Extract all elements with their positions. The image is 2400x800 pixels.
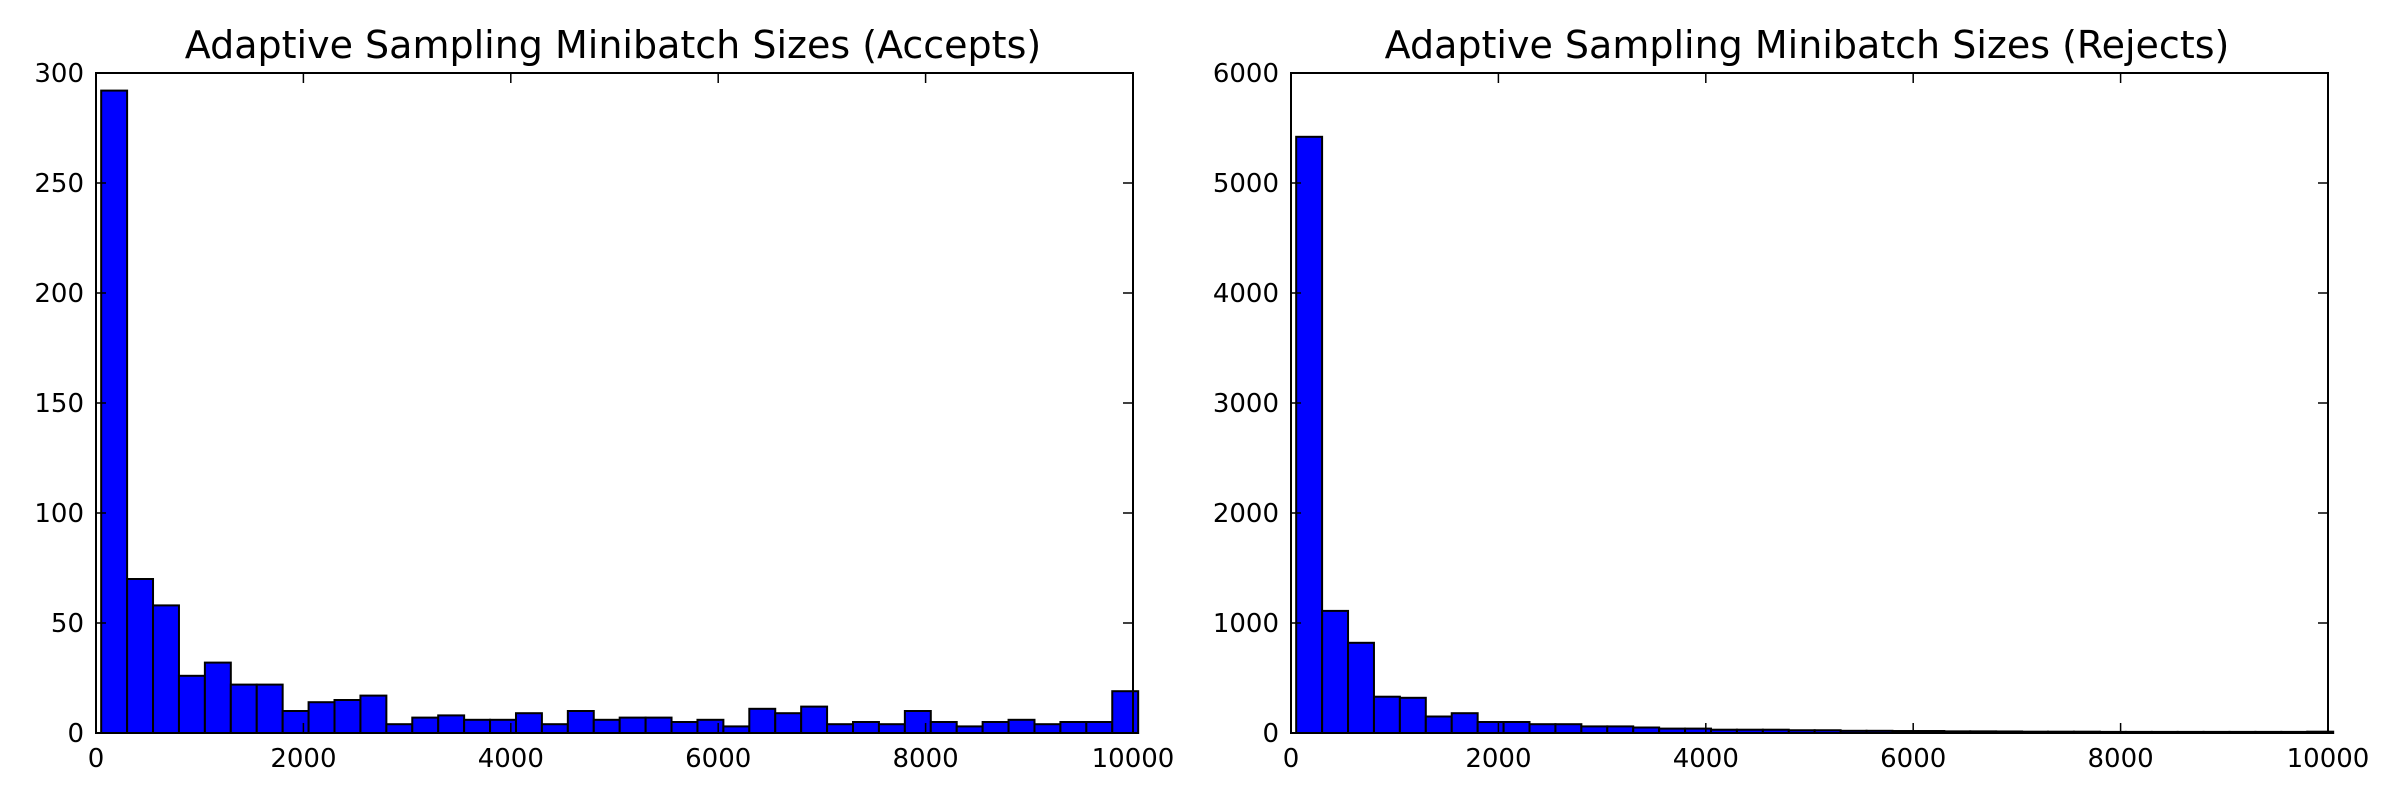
histogram-bar xyxy=(152,604,180,735)
x-tick-label: 8000 xyxy=(2088,744,2154,774)
histogram-bar xyxy=(333,699,362,734)
plot-frame xyxy=(1290,72,2329,734)
ticks-group: 0 2000 4000 6000 8000 10000 0 1000 2000 3000 4000 5… xyxy=(1213,59,2370,774)
y-tick-label: 250 xyxy=(34,169,84,199)
histogram-bar xyxy=(1502,721,1531,734)
histogram-bar xyxy=(748,707,777,734)
x-tick-label: 6000 xyxy=(685,744,751,774)
plot-frame xyxy=(95,72,1134,734)
histogram-bar xyxy=(203,661,232,734)
histogram-bar xyxy=(1111,690,1140,735)
y-tick-label: 1000 xyxy=(1213,609,1279,639)
histogram-bar xyxy=(1372,695,1401,735)
x-tick-label: 10000 xyxy=(1092,744,1175,774)
histogram-bar xyxy=(1033,723,1062,735)
y-tick-label: 100 xyxy=(34,499,84,529)
plot-area xyxy=(96,73,1133,733)
y-tick-label: 2000 xyxy=(1213,499,1279,529)
histogram-bar xyxy=(774,712,803,735)
histogram-bar xyxy=(1476,721,1505,734)
y-tick-label: 6000 xyxy=(1213,59,1279,89)
histogram-bar xyxy=(359,694,388,734)
y-tick-label: 300 xyxy=(34,59,84,89)
histogram-bar xyxy=(437,714,466,735)
x-tick-label: 2000 xyxy=(270,744,336,774)
histogram-bar xyxy=(1424,715,1453,734)
histogram-bar xyxy=(670,721,699,734)
histogram-bar xyxy=(644,716,673,734)
histogram-bar xyxy=(1295,135,1324,735)
histogram-bar xyxy=(1321,609,1350,735)
plot-area xyxy=(1291,73,2328,733)
y-tick-label: 4000 xyxy=(1213,279,1279,309)
histogram-bar xyxy=(1347,641,1375,734)
histogram-bar xyxy=(100,89,129,735)
histogram-bar xyxy=(618,716,647,734)
x-tick-label: 0 xyxy=(1283,744,1300,774)
x-tick-label: 6000 xyxy=(1880,744,1946,774)
y-tick-label: 0 xyxy=(1262,719,1279,749)
histogram-bar xyxy=(929,721,958,734)
y-tick-label: 150 xyxy=(34,389,84,419)
histogram-bar xyxy=(852,721,880,734)
x-tick-label: 0 xyxy=(88,744,105,774)
histogram-bar xyxy=(540,723,569,735)
histogram-bar xyxy=(411,716,440,734)
histogram-bar xyxy=(1059,721,1088,734)
histogram-bar xyxy=(177,674,206,734)
y-tick-label: 5000 xyxy=(1213,169,1279,199)
histogram-bar xyxy=(566,710,595,734)
bars-group xyxy=(100,89,1140,735)
histogram-bar xyxy=(1450,712,1479,735)
histogram-bar xyxy=(1007,718,1036,734)
histogram-bar xyxy=(903,710,932,734)
histogram-bar xyxy=(981,721,1010,734)
accepts-histogram-chart: Adaptive Sampling Minibatch Sizes (Accep… xyxy=(34,23,1174,774)
histogram-bar xyxy=(229,683,258,734)
y-tick-label: 3000 xyxy=(1213,389,1279,419)
histogram-bar xyxy=(1528,723,1557,735)
x-tick-label: 4000 xyxy=(478,744,544,774)
histogram-bar xyxy=(514,712,543,735)
y-tick-label: 200 xyxy=(34,279,84,309)
x-tick-label: 10000 xyxy=(2287,744,2370,774)
histogram-bar xyxy=(307,701,336,735)
histogram-bar xyxy=(826,723,855,735)
histogram-bar xyxy=(255,683,284,734)
histogram-bar xyxy=(385,723,414,735)
histogram-bar xyxy=(281,710,310,734)
y-tick-label: 0 xyxy=(67,719,84,749)
y-tick-label: 50 xyxy=(51,609,84,639)
histogram-bar xyxy=(126,578,155,734)
x-tick-label: 8000 xyxy=(893,744,959,774)
histogram-bar xyxy=(463,718,492,734)
rejects-histogram-chart: Adaptive Sampling Minibatch Sizes (Rejec… xyxy=(1213,23,2370,774)
x-tick-label: 2000 xyxy=(1465,744,1531,774)
histogram-bar xyxy=(800,705,829,734)
histogram-bar xyxy=(489,718,517,734)
histogram-bar xyxy=(1398,696,1427,734)
histogram-bar xyxy=(696,718,725,734)
chart-title: Adaptive Sampling Minibatch Sizes (Rejec… xyxy=(1385,23,2230,67)
x-tick-label: 4000 xyxy=(1673,744,1739,774)
histogram-bar xyxy=(877,723,906,735)
histogram-bar xyxy=(1085,721,1114,734)
histogram-bar xyxy=(1554,723,1583,735)
chart-title: Adaptive Sampling Minibatch Sizes (Accep… xyxy=(185,23,1041,67)
histogram-bar xyxy=(592,718,621,734)
